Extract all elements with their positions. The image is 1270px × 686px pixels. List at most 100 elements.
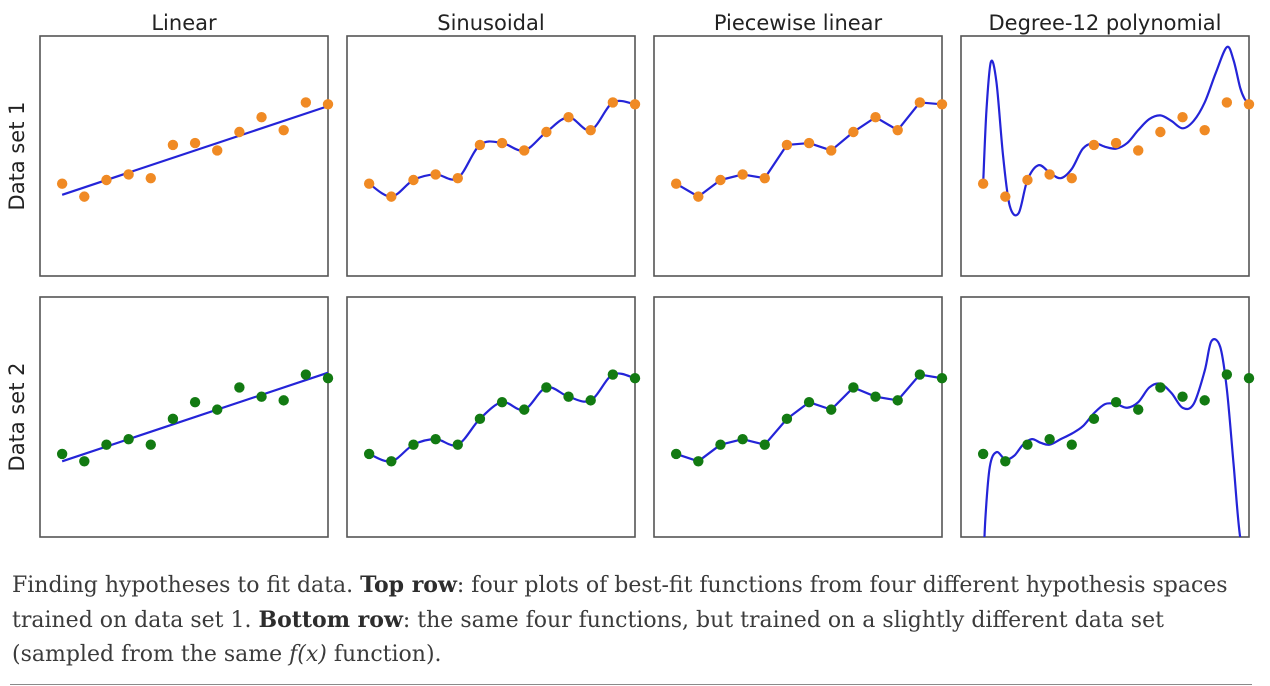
data-point [803, 397, 815, 408]
data-point [101, 174, 112, 186]
data-point [322, 99, 334, 110]
data-point [715, 174, 726, 186]
data-point [541, 382, 552, 393]
data-point [1088, 413, 1100, 425]
panel-r1-c2 [346, 35, 641, 277]
data-point [1044, 433, 1055, 445]
caption-math: f(x) [289, 642, 327, 667]
data-point [803, 137, 815, 149]
panel-r1-c3 [653, 35, 948, 277]
column-title: Degree-12 polynomial [989, 11, 1222, 35]
data-point [452, 439, 463, 450]
data-point [1000, 191, 1011, 202]
data-point [607, 369, 619, 380]
panel-frame [653, 296, 943, 538]
data-point [826, 404, 837, 415]
data-point [585, 124, 596, 136]
data-point [826, 145, 837, 156]
data-point [212, 145, 223, 156]
data-point [781, 413, 793, 425]
caption-top-text: : four plots of best-fit functions from … [12, 573, 1228, 633]
data-point [563, 112, 574, 123]
data-point [759, 439, 770, 450]
data-point [1243, 373, 1255, 384]
data-point [408, 174, 419, 186]
data-point [892, 124, 903, 136]
data-point [1022, 174, 1033, 186]
data-point [914, 97, 926, 108]
data-point [386, 456, 397, 467]
panel-frame [346, 35, 636, 277]
data-point [79, 456, 90, 467]
panel-r1-c1 [39, 35, 334, 277]
data-point [1155, 382, 1166, 393]
data-point [278, 124, 289, 136]
data-point [1155, 126, 1166, 138]
data-point [256, 112, 267, 123]
data-point [1177, 112, 1188, 123]
caption-tail: function). [326, 642, 442, 667]
panel-r1-c4 [960, 35, 1255, 277]
data-point [870, 112, 881, 123]
data-point [936, 373, 948, 384]
data-point [936, 99, 948, 110]
data-point [145, 172, 156, 184]
data-point [167, 139, 179, 151]
data-point [363, 448, 375, 460]
data-point [189, 137, 201, 149]
row-label: Data set 1 [5, 102, 29, 211]
data-point [1133, 145, 1144, 156]
data-point [56, 178, 68, 189]
data-point [123, 433, 134, 445]
data-point [848, 126, 859, 138]
data-point [715, 439, 726, 450]
data-point [585, 395, 596, 406]
data-point [300, 369, 312, 380]
data-point [474, 139, 486, 151]
data-point [977, 448, 989, 460]
data-point [1088, 139, 1100, 151]
data-point [693, 191, 704, 202]
caption-lead: Finding hypotheses to fit data. [12, 573, 354, 598]
panel-frame [960, 35, 1250, 277]
data-point [607, 97, 619, 108]
data-point [1044, 169, 1055, 180]
data-point [101, 439, 112, 450]
data-point [848, 382, 859, 393]
panel-frame [653, 35, 943, 277]
data-point [212, 404, 223, 415]
panel-frame [346, 296, 636, 538]
panel-frame [39, 35, 329, 277]
data-point [430, 169, 441, 180]
data-point [1110, 137, 1122, 149]
data-point [278, 395, 289, 406]
data-point [408, 439, 419, 450]
data-point [1221, 97, 1233, 108]
data-point [256, 391, 267, 402]
data-point [1199, 124, 1210, 136]
caption-top-label: Top row [360, 572, 457, 598]
panel-frame [39, 296, 329, 538]
data-point [79, 191, 90, 202]
figure-caption: Finding hypotheses to fit data. Top row:… [12, 568, 1252, 672]
data-point [1221, 369, 1233, 380]
data-point [781, 139, 793, 151]
data-point [1199, 395, 1210, 406]
data-point [1022, 439, 1033, 450]
data-point [519, 145, 530, 156]
data-point [519, 404, 530, 415]
panel-r2-c3 [653, 296, 948, 538]
data-point [914, 369, 926, 380]
data-point [496, 137, 508, 149]
data-point [1243, 99, 1255, 110]
data-point [1133, 404, 1144, 415]
data-point [452, 172, 463, 184]
column-title: Sinusoidal [437, 11, 544, 35]
data-point [670, 178, 682, 189]
data-point [1110, 397, 1122, 408]
data-point [1177, 391, 1188, 402]
data-point [759, 172, 770, 184]
panel-r2-c2 [346, 296, 641, 538]
data-point [737, 433, 748, 445]
data-point [670, 448, 682, 460]
